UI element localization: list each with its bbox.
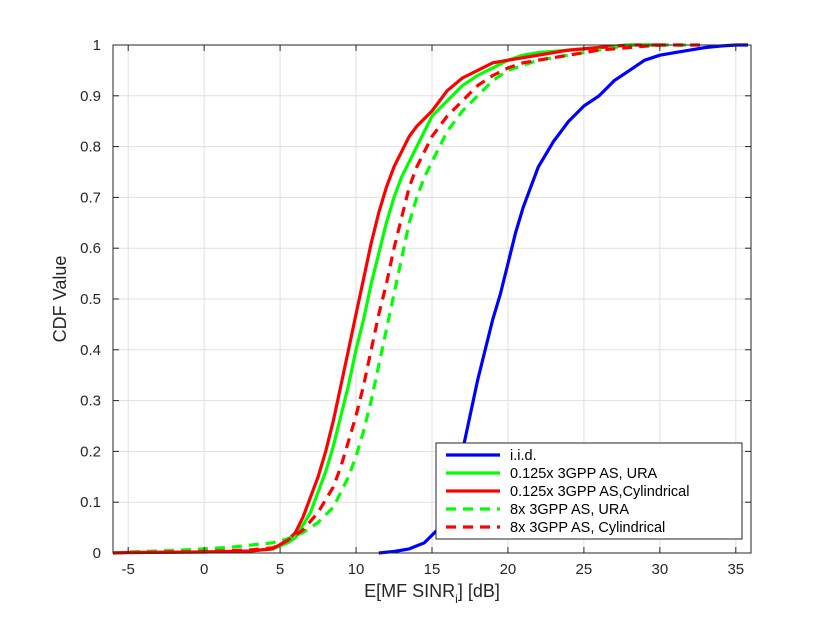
legend-label: 0.125x 3GPP AS, URA	[510, 466, 658, 482]
y-tick-label: 0.7	[80, 189, 101, 206]
x-tick-label: 15	[424, 561, 441, 578]
legend-label: 8x 3GPP AS, URA	[510, 502, 629, 518]
x-tick-label: 25	[576, 561, 593, 578]
series-line-0-125x-3gpp-as-cylindrical	[112, 43, 660, 555]
legend-label: 8x 3GPP AS, Cylindrical	[510, 520, 665, 536]
x-axis-label-tail: ] [dB]	[458, 581, 500, 601]
y-tick-label: 0.2	[80, 443, 101, 460]
legend-label: i.i.d.	[510, 448, 537, 464]
y-tick-label: 0.9	[80, 88, 101, 105]
y-tick-label: 0.4	[80, 342, 101, 359]
x-axis-label-subscript: i	[455, 592, 458, 606]
y-tick-label: 0.1	[80, 494, 101, 511]
series-line-8x-3gpp-as-ura	[112, 43, 691, 555]
y-tick-label: 1	[93, 37, 101, 54]
x-tick-label: 0	[200, 561, 208, 578]
x-tick-label: 10	[348, 561, 365, 578]
series-line-8x-3gpp-as-cylindrical	[112, 43, 706, 555]
tick-labels: -5 0 5 10 15 20 25 30 35 0 0.1 0.2 0.3 0.4 0.5 0.6 0.7 0.…	[80, 37, 744, 578]
x-tick-label: 20	[500, 561, 517, 578]
ticks	[113, 44, 751, 554]
x-axis-label: E[MF SINRi] [dB]	[364, 581, 500, 606]
legend-items: i.i.d. 0.125x 3GPP AS, URA 0.125x 3GPP AS,…	[446, 448, 689, 536]
x-tick-label: 5	[276, 561, 284, 578]
y-tick-label: 0.8	[80, 139, 101, 156]
y-tick-label: 0.6	[80, 240, 101, 257]
legend-label: 0.125x 3GPP AS,Cylindrical	[510, 484, 689, 500]
y-axis-label: CDF Value	[50, 256, 70, 343]
y-tick-label: 0	[93, 545, 101, 562]
x-tick-label: -5	[122, 561, 135, 578]
x-tick-label: 35	[727, 561, 744, 578]
legend: i.i.d. 0.125x 3GPP AS, URA 0.125x 3GPP AS,…	[435, 442, 743, 540]
y-tick-label: 0.5	[80, 291, 101, 308]
y-tick-label: 0.3	[80, 393, 101, 410]
x-tick-label: 30	[652, 561, 669, 578]
